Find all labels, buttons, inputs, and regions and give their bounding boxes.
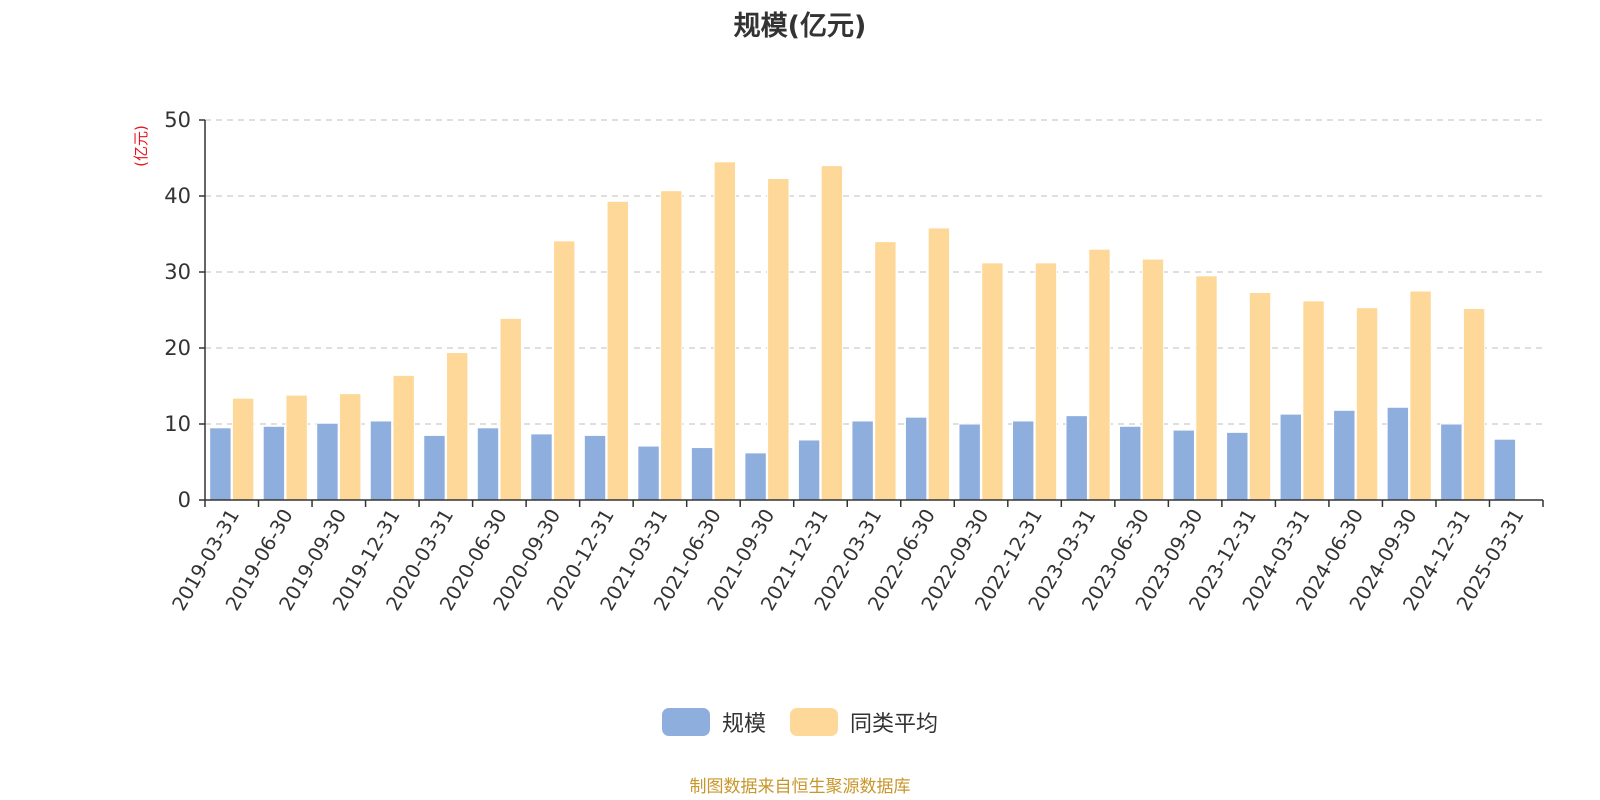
bar-scale[interactable] [423, 434, 446, 501]
bar-peer-average[interactable] [606, 200, 629, 501]
bar-scale[interactable] [851, 420, 874, 501]
legend-swatch-peer-average [790, 708, 838, 736]
y-tick-label: 0 [178, 488, 191, 512]
bar-scale[interactable] [209, 427, 232, 501]
bar-scale[interactable] [744, 452, 767, 501]
y-tick-label: 20 [164, 336, 191, 360]
bar-peer-average[interactable] [874, 241, 897, 501]
bar-scale[interactable] [958, 423, 981, 501]
bar-scale[interactable] [1119, 425, 1142, 501]
legend-label-scale: 规模 [721, 712, 766, 737]
y-tick-label: 40 [164, 184, 191, 208]
bar-peer-average[interactable] [1302, 300, 1325, 501]
legend-swatch-scale [661, 708, 710, 736]
y-tick-label: 50 [164, 108, 191, 132]
legend-item-peer-average[interactable]: 同类平均 [790, 706, 938, 738]
bar-peer-average[interactable] [767, 178, 790, 501]
bar-peer-average[interactable] [981, 262, 1004, 501]
bar-scale[interactable] [1172, 429, 1195, 501]
bar-peer-average[interactable] [1409, 290, 1432, 501]
bar-peer-average[interactable] [927, 227, 951, 501]
bar-scale[interactable] [262, 425, 286, 501]
bar-scale[interactable] [690, 447, 714, 501]
bar-peer-average[interactable] [446, 352, 469, 501]
bar-peer-average[interactable] [499, 317, 522, 501]
bar-scale[interactable] [904, 416, 928, 501]
bar-peer-average[interactable] [1462, 307, 1486, 501]
bar-scale[interactable] [1386, 406, 1410, 501]
bar-scale[interactable] [530, 433, 553, 501]
bar-peer-average[interactable] [1355, 307, 1379, 501]
bar-peer-average[interactable] [553, 240, 576, 501]
bar-peer-average[interactable] [1141, 258, 1165, 501]
bar-scale[interactable] [797, 439, 821, 501]
bar-scale[interactable] [637, 445, 660, 501]
y-tick-label: 10 [164, 412, 191, 436]
bar-peer-average[interactable] [392, 374, 415, 501]
bar-peer-average[interactable] [338, 393, 362, 501]
bar-peer-average[interactable] [1088, 248, 1111, 501]
bar-scale[interactable] [1011, 420, 1035, 501]
y-tick-label: 30 [164, 260, 191, 284]
bar-peer-average[interactable] [660, 190, 683, 501]
chart-title: 规模(亿元) [733, 11, 867, 42]
bar-scale[interactable] [1226, 431, 1249, 501]
bar-scale[interactable] [369, 420, 393, 501]
bar-scale[interactable] [583, 434, 607, 501]
bar-peer-average[interactable] [1195, 275, 1218, 501]
y-axis-label: (亿元) [132, 125, 150, 167]
bar-peer-average[interactable] [1034, 262, 1058, 501]
bar-peer-average[interactable] [713, 161, 737, 501]
source-note: 制图数据来自恒生聚源数据库 [689, 777, 911, 797]
bar-scale[interactable] [1440, 423, 1463, 501]
legend-item-scale[interactable]: 规模 [661, 706, 766, 738]
bar-peer-average[interactable] [820, 165, 844, 501]
bar-peer-average[interactable] [231, 397, 255, 501]
bar-scale[interactable] [1493, 438, 1517, 501]
legend-label-peer-average: 同类平均 [850, 712, 939, 737]
bar-scale[interactable] [476, 427, 500, 501]
legend: 规模 同类平均 [0, 706, 1600, 738]
bar-peer-average[interactable] [285, 394, 308, 501]
bar-scale[interactable] [1065, 415, 1088, 501]
bar-scale[interactable] [1279, 413, 1302, 501]
bar-scale[interactable] [316, 422, 339, 501]
bar-scale[interactable] [1333, 409, 1356, 501]
bar-peer-average[interactable] [1248, 292, 1272, 501]
